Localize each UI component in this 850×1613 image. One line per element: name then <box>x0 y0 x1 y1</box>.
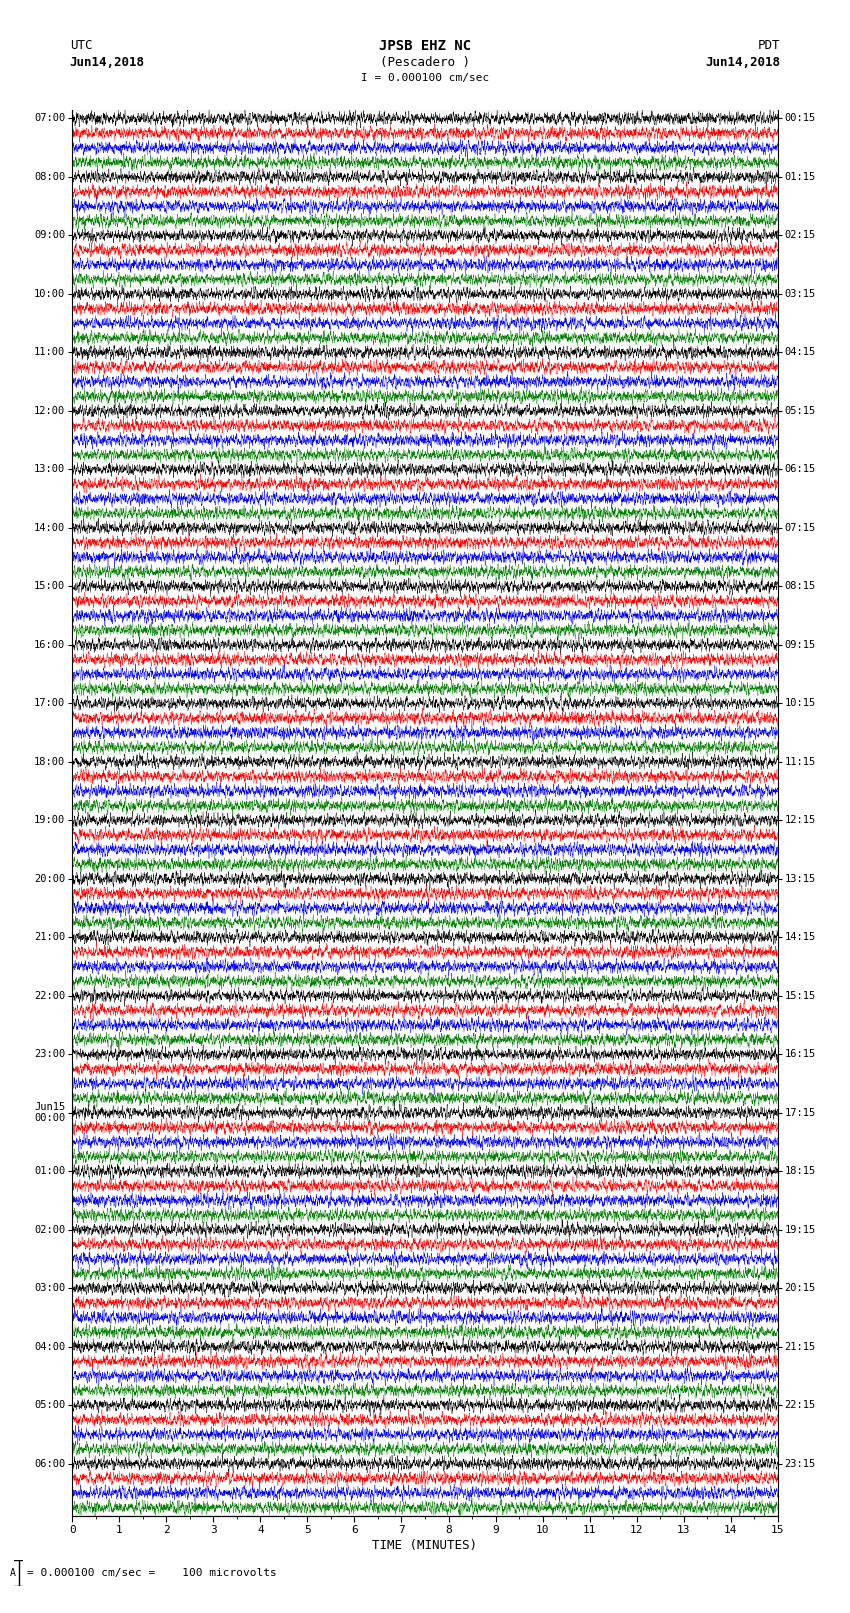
Text: = 0.000100 cm/sec =    100 microvolts: = 0.000100 cm/sec = 100 microvolts <box>27 1568 277 1578</box>
Text: Jun14,2018: Jun14,2018 <box>70 56 144 69</box>
Text: A: A <box>10 1568 16 1578</box>
Text: (Pescadero ): (Pescadero ) <box>380 56 470 69</box>
Text: UTC: UTC <box>70 39 92 52</box>
X-axis label: TIME (MINUTES): TIME (MINUTES) <box>372 1539 478 1552</box>
Text: JPSB EHZ NC: JPSB EHZ NC <box>379 39 471 53</box>
Text: PDT: PDT <box>758 39 780 52</box>
Text: Jun14,2018: Jun14,2018 <box>706 56 780 69</box>
Text: I = 0.000100 cm/sec: I = 0.000100 cm/sec <box>361 73 489 82</box>
